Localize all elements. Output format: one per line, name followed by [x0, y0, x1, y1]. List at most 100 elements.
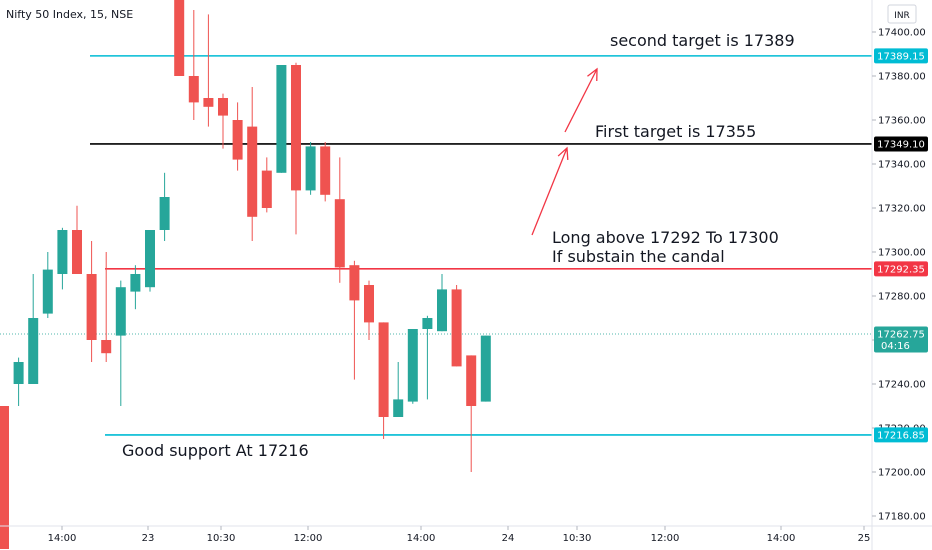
candle-body [437, 289, 447, 332]
x-tick-label: 25 [858, 533, 871, 544]
candle[interactable] [247, 87, 258, 241]
candle[interactable] [466, 355, 477, 472]
price-badge-label: 17349.10 [877, 139, 925, 150]
candle[interactable] [407, 329, 418, 404]
candle-body [13, 362, 24, 384]
price-badge[interactable]: 17292.35 [874, 261, 928, 277]
candle[interactable] [364, 280, 374, 340]
candle-body [451, 289, 462, 367]
candle[interactable] [101, 252, 112, 362]
candle[interactable] [57, 227, 68, 290]
candle[interactable] [437, 274, 447, 332]
candle-body [247, 126, 258, 217]
candle-body [57, 230, 68, 274]
annotation-text: If substain the candal [552, 247, 725, 266]
price-badge-box [874, 136, 928, 152]
x-tick-label: 24 [502, 533, 515, 544]
countdown-label: 04:16 [881, 341, 910, 352]
candle[interactable] [42, 252, 53, 318]
candle[interactable] [188, 10, 199, 120]
price-badge[interactable]: 17216.85 [874, 427, 928, 443]
price-badge-label: 17389.15 [877, 51, 925, 62]
candle[interactable] [378, 322, 389, 439]
candle-body [480, 335, 491, 402]
candle[interactable] [349, 260, 360, 380]
price-badge-label: 17262.75 [877, 329, 925, 340]
horizontal-levels [0, 55, 872, 436]
candle-body [130, 274, 141, 292]
candle-body [203, 98, 214, 107]
candle[interactable] [291, 62, 301, 235]
candle-body [101, 340, 112, 354]
y-tick-label: 17280.00 [878, 292, 926, 303]
candle-body [320, 146, 331, 195]
candle-body [378, 322, 389, 417]
candle[interactable] [334, 157, 345, 283]
candle-body [232, 120, 243, 160]
y-tick-label: 17200.00 [878, 468, 926, 479]
price-badge-box [874, 326, 928, 353]
arrow-head [557, 146, 569, 161]
candle[interactable] [13, 357, 24, 406]
candle[interactable] [86, 241, 97, 362]
candle[interactable] [276, 65, 287, 173]
y-tick-label: 17380.00 [878, 72, 926, 83]
x-tick-label: 14:00 [767, 533, 796, 544]
x-tick-label: 12:00 [651, 533, 680, 544]
candle[interactable] [320, 142, 331, 202]
arrow-to-first-target [531, 146, 569, 236]
candle-body [72, 230, 82, 274]
candle[interactable] [305, 142, 316, 195]
price-badge[interactable]: 17389.15 [874, 48, 928, 64]
candle-body [334, 199, 345, 268]
candle-body [407, 329, 418, 402]
x-tick-label: 10:30 [207, 533, 236, 544]
candle-body [159, 197, 170, 230]
candle[interactable] [203, 14, 214, 127]
candle[interactable] [480, 335, 491, 402]
candle[interactable] [261, 157, 272, 213]
candle[interactable] [422, 315, 433, 400]
currency-badge[interactable]: INR [887, 4, 917, 24]
x-tick-label: 10:30 [563, 533, 592, 544]
candle[interactable] [130, 265, 141, 310]
candle-body [422, 318, 433, 329]
candle-body [188, 76, 199, 103]
candle[interactable] [115, 280, 126, 406]
candle-body [115, 287, 126, 336]
y-tick-label: 17360.00 [878, 116, 926, 127]
chart-title: Nifty 50 Index, 15, NSE [6, 8, 133, 21]
price-badges: 17389.15 17349.10 17292.35 17216.85 17262.75… [874, 48, 928, 443]
candle[interactable] [159, 172, 170, 241]
candle-body [145, 230, 155, 288]
candle[interactable] [393, 362, 404, 417]
x-tick-label: 14:00 [48, 533, 77, 544]
candle[interactable] [174, 0, 185, 76]
x-tick-label: 23 [142, 533, 155, 544]
price-badge-label: 17292.35 [877, 264, 925, 275]
currency-label: INR [894, 11, 910, 21]
candle-body [261, 170, 272, 208]
candle[interactable] [145, 230, 155, 292]
candle[interactable] [28, 274, 39, 384]
price-badge[interactable]: 17349.10 [874, 136, 928, 152]
annotations: second target is 17389 First target is 17… [122, 31, 795, 460]
candle-body [466, 355, 477, 406]
x-tick-label: 12:00 [294, 533, 323, 544]
price-badge-label: 17216.85 [877, 430, 925, 441]
annotation-text: First target is 17355 [595, 122, 756, 141]
candle[interactable] [232, 102, 243, 171]
candles [0, 0, 491, 549]
candle-body [28, 318, 39, 384]
candle-body [86, 274, 97, 340]
candle[interactable] [218, 93, 228, 149]
candle[interactable] [451, 285, 462, 367]
candle-body [218, 98, 228, 116]
arrow-shaft [531, 147, 568, 236]
candle[interactable] [72, 205, 82, 274]
y-tick-label: 17300.00 [878, 248, 926, 259]
arrow-shaft [564, 68, 598, 133]
candle[interactable] [0, 406, 9, 549]
